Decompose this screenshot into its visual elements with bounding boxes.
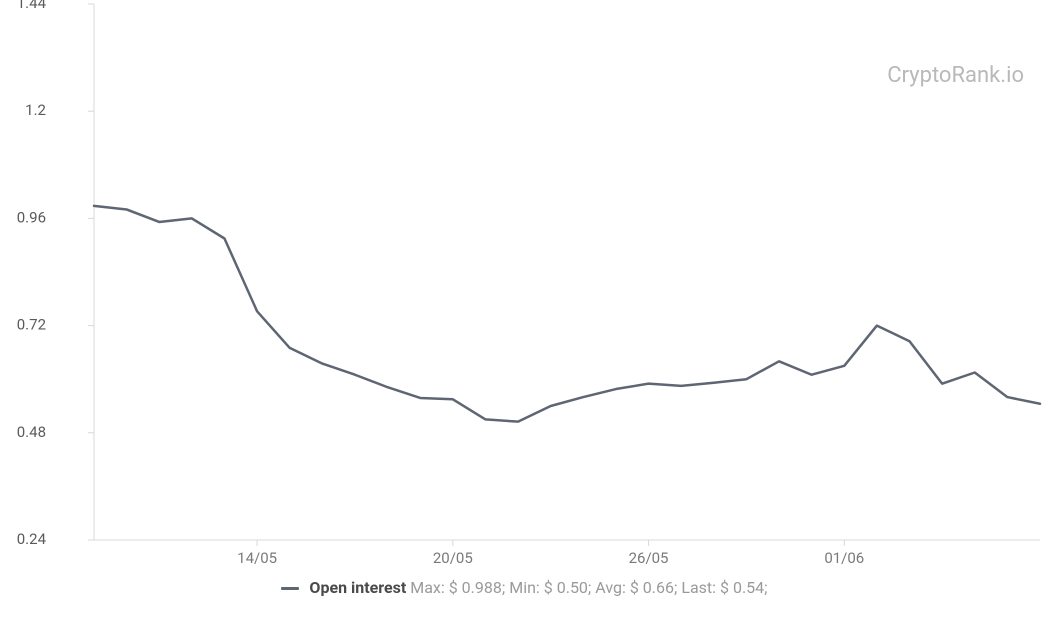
legend-stat-value: $ 0.54 bbox=[720, 578, 764, 597]
chart-legend: Open interest Max: $ 0.988; Min: $ 0.50;… bbox=[0, 578, 1049, 597]
legend-stat-label: Avg: bbox=[595, 578, 626, 597]
chart-container: 0.24 0.48 0.72 0.96 1.2 1.44 14/05 20/05 26/05 01… bbox=[0, 0, 1049, 623]
y-tick-label: 1.44 bbox=[17, 0, 47, 12]
y-tick-label: 0.72 bbox=[17, 316, 46, 334]
x-tick-label: 20/05 bbox=[433, 549, 473, 567]
legend-stat-value: $ 0.50 bbox=[544, 578, 588, 597]
legend-series-name: Open interest bbox=[309, 578, 406, 597]
y-tick-label: 0.48 bbox=[17, 423, 46, 441]
legend-stat-label: Max: bbox=[410, 578, 444, 597]
series-line-open-interest bbox=[94, 206, 1040, 422]
legend-stat-label: Last: bbox=[681, 578, 716, 597]
legend-stat-label: Min: bbox=[509, 578, 540, 597]
y-tick-label: 1.2 bbox=[25, 101, 46, 119]
y-tick-label: 0.24 bbox=[17, 530, 47, 548]
line-chart: 0.24 0.48 0.72 0.96 1.2 1.44 14/05 20/05 26/05 01… bbox=[0, 0, 1049, 623]
watermark: CryptoRank.io bbox=[887, 63, 1024, 88]
x-tick-label: 26/05 bbox=[629, 549, 669, 567]
legend-line-swatch bbox=[281, 587, 299, 590]
legend-stat-value: $ 0.66 bbox=[630, 578, 674, 597]
x-tick-label: 14/05 bbox=[237, 549, 277, 567]
legend-stats: Max: $ 0.988; Min: $ 0.50; Avg: $ 0.66; … bbox=[410, 578, 767, 597]
legend-stat-value: $ 0.988 bbox=[449, 578, 502, 597]
x-tick-label: 01/06 bbox=[824, 549, 864, 567]
y-tick-label: 0.96 bbox=[17, 208, 46, 226]
